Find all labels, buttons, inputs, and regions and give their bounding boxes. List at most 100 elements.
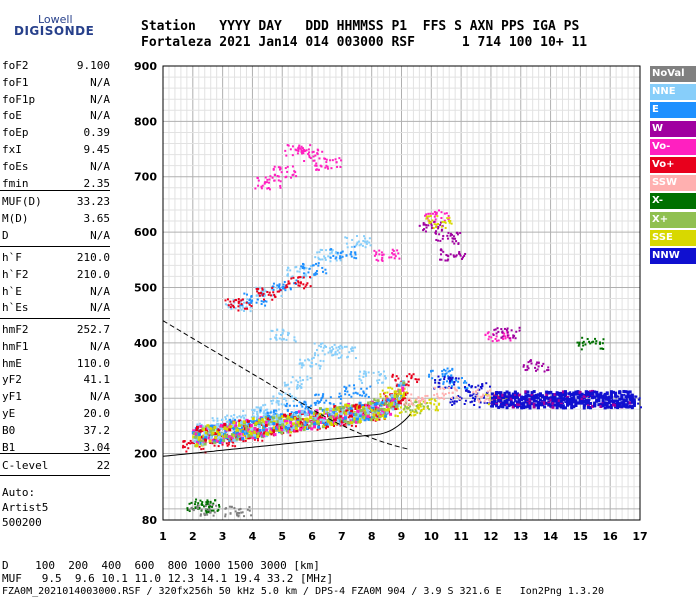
echo-point bbox=[232, 417, 235, 420]
echo-point bbox=[330, 351, 333, 354]
echo-point bbox=[425, 217, 428, 220]
echo-point bbox=[526, 395, 529, 398]
trace-point bbox=[355, 417, 359, 421]
echo-point bbox=[293, 282, 296, 285]
param-name: hmF1 bbox=[2, 339, 29, 353]
echo-point bbox=[502, 334, 505, 337]
param-hme: hmE 110.0 bbox=[2, 357, 110, 373]
trace-point bbox=[215, 438, 219, 442]
echo-point bbox=[364, 371, 367, 374]
echo-point bbox=[505, 328, 508, 331]
nnw-point bbox=[526, 393, 530, 397]
echo-point bbox=[529, 360, 532, 363]
echo-point bbox=[294, 282, 297, 285]
nnw-point bbox=[555, 391, 559, 395]
trace-point bbox=[285, 419, 289, 423]
echo-point bbox=[336, 251, 339, 254]
echo-point bbox=[218, 505, 221, 508]
echo-point bbox=[358, 394, 361, 397]
echo-point bbox=[424, 230, 427, 233]
echo-point bbox=[433, 403, 436, 406]
trace-point bbox=[303, 413, 307, 417]
trace-point bbox=[247, 428, 251, 432]
nnw-point bbox=[520, 402, 524, 406]
echo-point bbox=[350, 245, 353, 248]
echo-point bbox=[414, 408, 417, 411]
echo-point bbox=[428, 373, 431, 376]
echo-point bbox=[429, 212, 432, 215]
trace-point bbox=[211, 424, 215, 428]
echo-point bbox=[204, 509, 207, 512]
nnw-point bbox=[490, 400, 494, 404]
echo-point bbox=[453, 400, 456, 403]
nnw-point bbox=[524, 397, 528, 401]
echo-point bbox=[386, 391, 389, 394]
echo-point bbox=[243, 292, 246, 295]
echo-point bbox=[487, 331, 490, 334]
trace-point bbox=[246, 420, 250, 424]
nnw-point bbox=[524, 405, 528, 409]
echo-point bbox=[551, 396, 554, 399]
nnw-point bbox=[605, 405, 609, 409]
echo-point bbox=[322, 270, 325, 273]
echo-point bbox=[350, 349, 353, 352]
trace-point bbox=[303, 423, 307, 427]
echo-point bbox=[303, 266, 306, 269]
echo-point bbox=[285, 284, 288, 287]
echo-point bbox=[293, 336, 296, 339]
echo-point bbox=[431, 377, 434, 380]
echo-point bbox=[329, 252, 332, 255]
echo-point bbox=[410, 374, 413, 377]
echo-point bbox=[599, 347, 602, 350]
echo-point bbox=[402, 393, 405, 396]
nnw-point bbox=[574, 392, 578, 396]
echo-point bbox=[467, 390, 470, 393]
echo-point bbox=[238, 508, 241, 511]
echo-point bbox=[224, 299, 227, 302]
auto-label: Auto: bbox=[2, 486, 36, 499]
echo-point bbox=[361, 394, 364, 397]
echo-point bbox=[317, 262, 320, 265]
echo-point bbox=[297, 148, 300, 151]
echo-point bbox=[273, 165, 276, 168]
echo-point bbox=[317, 424, 320, 427]
nnw-point bbox=[528, 394, 532, 398]
nnw-point bbox=[534, 403, 538, 407]
trace-point bbox=[361, 413, 365, 417]
echo-point bbox=[476, 388, 479, 391]
echo-point bbox=[348, 393, 351, 396]
echo-point bbox=[236, 420, 239, 423]
echo-point bbox=[278, 337, 281, 340]
echo-point bbox=[249, 419, 252, 422]
echo-point bbox=[200, 508, 203, 511]
echo-point bbox=[335, 259, 338, 262]
echo-point bbox=[209, 441, 212, 444]
trace-point bbox=[281, 415, 285, 419]
param-name: foF2 bbox=[2, 59, 29, 72]
trace-point bbox=[201, 442, 205, 446]
echo-point bbox=[283, 280, 286, 283]
echo-point bbox=[475, 392, 478, 395]
trace-point bbox=[298, 423, 302, 427]
echo-point bbox=[364, 395, 367, 398]
trace-point bbox=[255, 416, 259, 420]
trace-point bbox=[232, 421, 236, 425]
echo-point bbox=[556, 397, 559, 400]
echo-point bbox=[299, 147, 302, 150]
echo-point bbox=[601, 342, 604, 345]
echo-point bbox=[315, 363, 318, 366]
echo-point bbox=[424, 402, 427, 405]
echo-point bbox=[443, 378, 446, 381]
echo-point bbox=[344, 425, 347, 428]
trace-point bbox=[276, 425, 280, 429]
echo-point bbox=[323, 157, 326, 160]
echo-point bbox=[273, 179, 276, 182]
echo-point bbox=[224, 515, 227, 518]
echo-point bbox=[404, 410, 407, 413]
echo-point bbox=[412, 373, 415, 376]
echo-point bbox=[276, 399, 279, 402]
echo-point bbox=[441, 392, 444, 395]
nnw-point bbox=[497, 391, 501, 395]
echo-point bbox=[527, 361, 530, 364]
echo-point bbox=[301, 276, 304, 279]
